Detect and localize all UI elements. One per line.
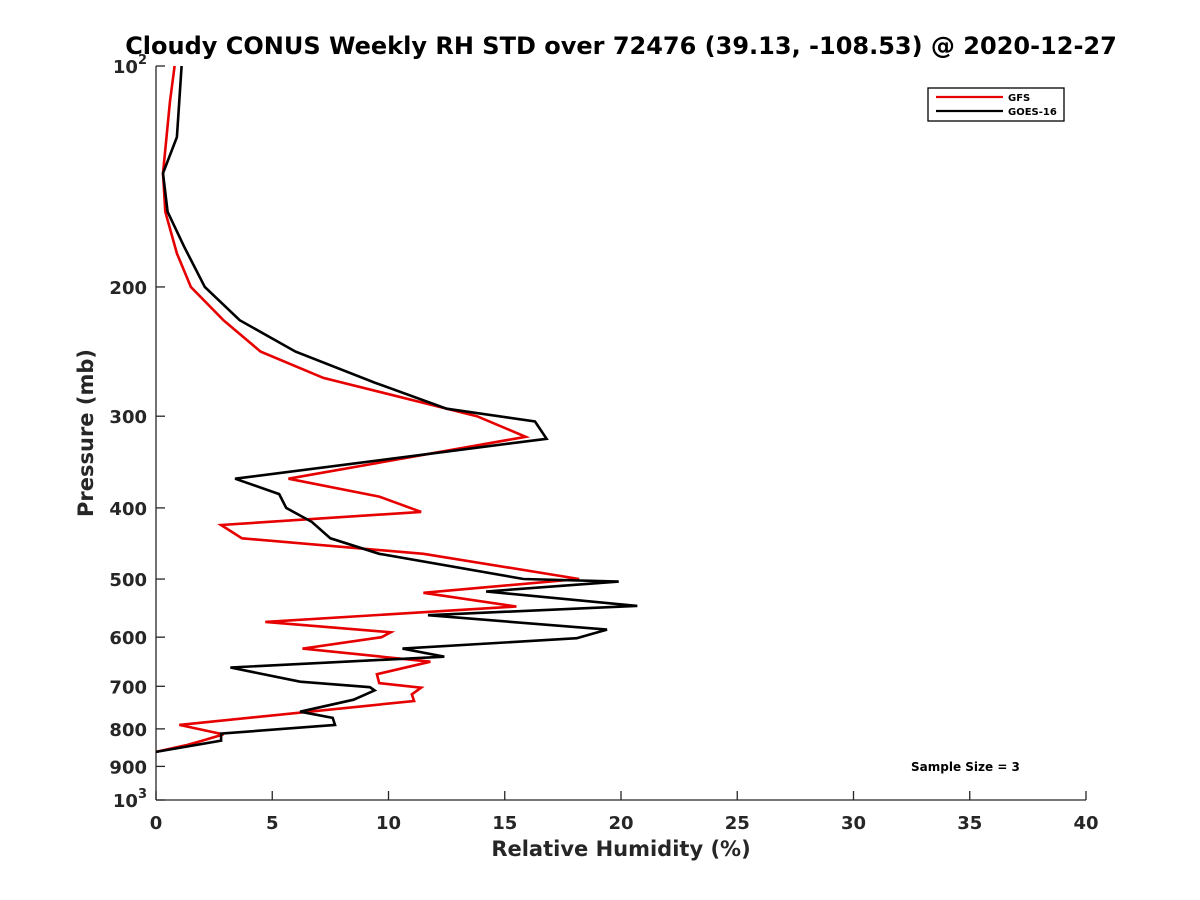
x-tick-label: 10 — [376, 813, 401, 834]
series-line-goes16 — [155, 65, 638, 754]
y-tick-label-base: 10 — [113, 57, 138, 78]
x-tick-label: 5 — [266, 813, 279, 834]
x-tick-label: 0 — [150, 813, 163, 834]
sample-size-annotation: Sample Size = 3 — [911, 760, 1020, 774]
x-tick-label: 15 — [492, 813, 517, 834]
chart-title: Cloudy CONUS Weekly RH STD over 72476 (3… — [125, 32, 1117, 60]
y-tick-label-exponent: 3 — [138, 787, 147, 802]
x-tick-label: 40 — [1073, 813, 1098, 834]
x-tick-label: 25 — [725, 813, 750, 834]
y-tick-label: 600 — [109, 628, 147, 649]
x-tick-label: 35 — [957, 813, 982, 834]
y-tick-label: 200 — [109, 278, 147, 299]
plot-area: 0 5 10 15 20 25 30 35 40 10220030040050060070080… — [109, 53, 1098, 834]
y-tick-label: 400 — [109, 499, 147, 520]
y-tick-label: 500 — [109, 570, 147, 591]
legend-box — [927, 87, 1065, 122]
y-tick-label: 900 — [109, 757, 147, 778]
y-tick-label: 102 — [113, 53, 147, 78]
x-axis-label: Relative Humidity (%) — [491, 837, 750, 861]
y-tick-label-exponent: 2 — [138, 53, 147, 68]
y-tick-label: 700 — [109, 677, 147, 698]
series-lines — [155, 65, 638, 754]
series-line-gfs — [155, 65, 580, 754]
legend: GFS GOES-16 — [927, 87, 1065, 122]
y-tick-label: 300 — [109, 407, 147, 428]
y-tick-label-base: 10 — [113, 791, 138, 812]
y-axis-label: Pressure (mb) — [74, 349, 98, 517]
legend-label-gfs: GFS — [1008, 93, 1030, 104]
x-tick-label: 30 — [841, 813, 866, 834]
y-tick-label: 103 — [113, 787, 147, 812]
x-axis-ticks: 0 5 10 15 20 25 30 35 40 — [150, 791, 1099, 834]
y-tick-label: 800 — [109, 720, 147, 741]
x-tick-label: 20 — [608, 813, 633, 834]
legend-label-goes16: GOES-16 — [1008, 107, 1057, 118]
